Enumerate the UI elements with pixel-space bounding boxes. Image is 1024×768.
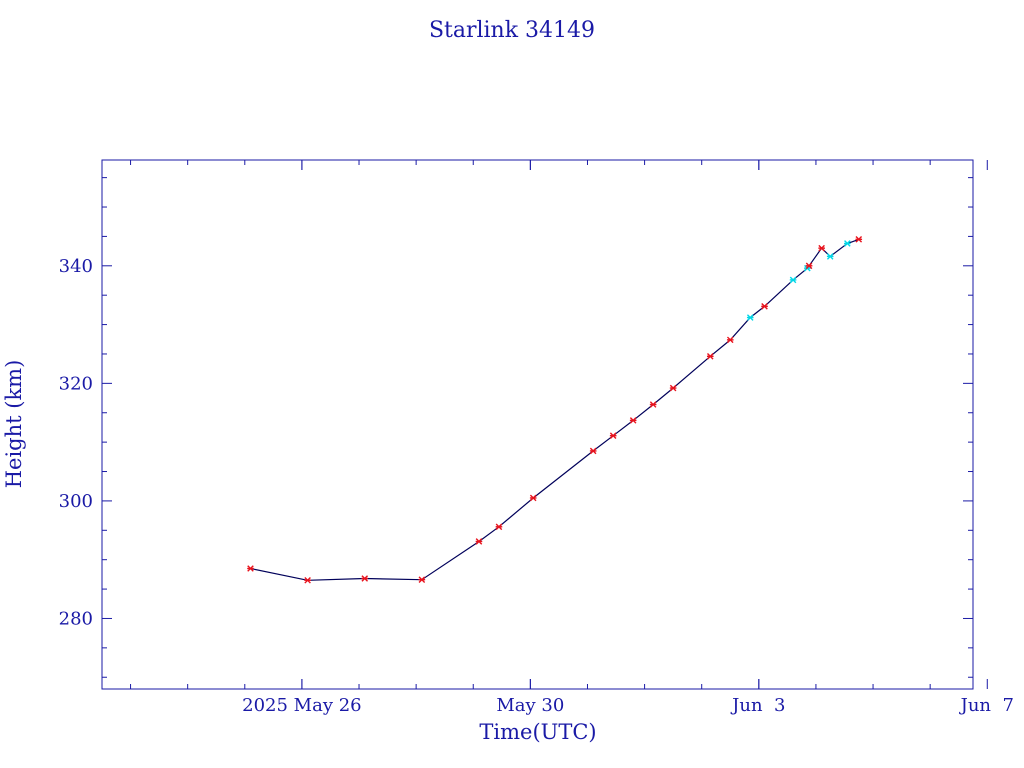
data-point	[855, 236, 863, 243]
data-point	[589, 447, 597, 455]
plot-frame	[101, 159, 974, 690]
data-point	[805, 262, 813, 270]
data-point	[826, 253, 834, 260]
data-point	[304, 576, 311, 584]
data-point	[706, 353, 714, 360]
axis-ticks	[102, 160, 988, 689]
data-point	[475, 538, 483, 545]
data-point	[649, 401, 657, 408]
data-point	[761, 303, 768, 310]
data-point	[495, 523, 503, 531]
series-line	[250, 238, 860, 581]
x-tick-label: May 30	[496, 695, 564, 716]
data-point	[418, 576, 426, 583]
x-tick-label: 2025 May 26	[242, 695, 362, 716]
y-axis-label: Height (km)	[2, 360, 26, 489]
data-point	[789, 276, 797, 284]
data-point	[529, 494, 537, 502]
tick-labels: 2025 May 26 May 30 Jun 3 Jun 7 280 300 320 340	[59, 256, 1014, 716]
data-point	[726, 336, 734, 344]
data-point	[247, 565, 254, 572]
data-point	[746, 314, 754, 321]
data-point	[669, 384, 677, 392]
series-line-group	[250, 238, 860, 581]
x-axis-label: Time(UTC)	[479, 720, 596, 744]
y-tick-label: 300	[59, 491, 93, 512]
data-point	[844, 240, 851, 247]
data-point	[818, 244, 825, 252]
y-tick-label: 280	[59, 608, 93, 629]
x-tick-label: Jun 7	[959, 695, 1014, 716]
x-tick-label: Jun 3	[730, 695, 785, 716]
data-point	[609, 432, 617, 439]
y-tick-label: 320	[59, 373, 93, 394]
chart-title: Starlink 34149	[429, 18, 595, 43]
y-tick-label: 340	[59, 256, 93, 277]
data-points	[247, 236, 863, 584]
data-point	[361, 575, 369, 582]
data-point	[629, 417, 637, 424]
